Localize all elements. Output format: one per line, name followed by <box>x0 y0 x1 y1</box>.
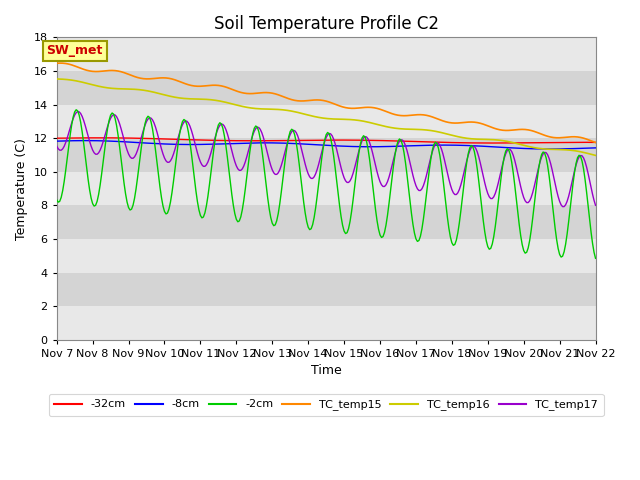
Bar <box>57 239 596 273</box>
Title: Soil Temperature Profile C2: Soil Temperature Profile C2 <box>214 15 438 33</box>
Y-axis label: Temperature (C): Temperature (C) <box>15 138 28 240</box>
Bar <box>57 37 596 71</box>
Bar <box>57 105 596 138</box>
Bar <box>57 172 596 205</box>
Bar <box>57 205 596 239</box>
Bar <box>57 71 596 105</box>
Bar <box>57 306 596 340</box>
Bar <box>57 273 596 306</box>
Legend: -32cm, -8cm, -2cm, TC_temp15, TC_temp16, TC_temp17: -32cm, -8cm, -2cm, TC_temp15, TC_temp16,… <box>49 394 604 416</box>
X-axis label: Time: Time <box>311 364 342 377</box>
Text: SW_met: SW_met <box>47 44 103 57</box>
Bar <box>57 138 596 172</box>
